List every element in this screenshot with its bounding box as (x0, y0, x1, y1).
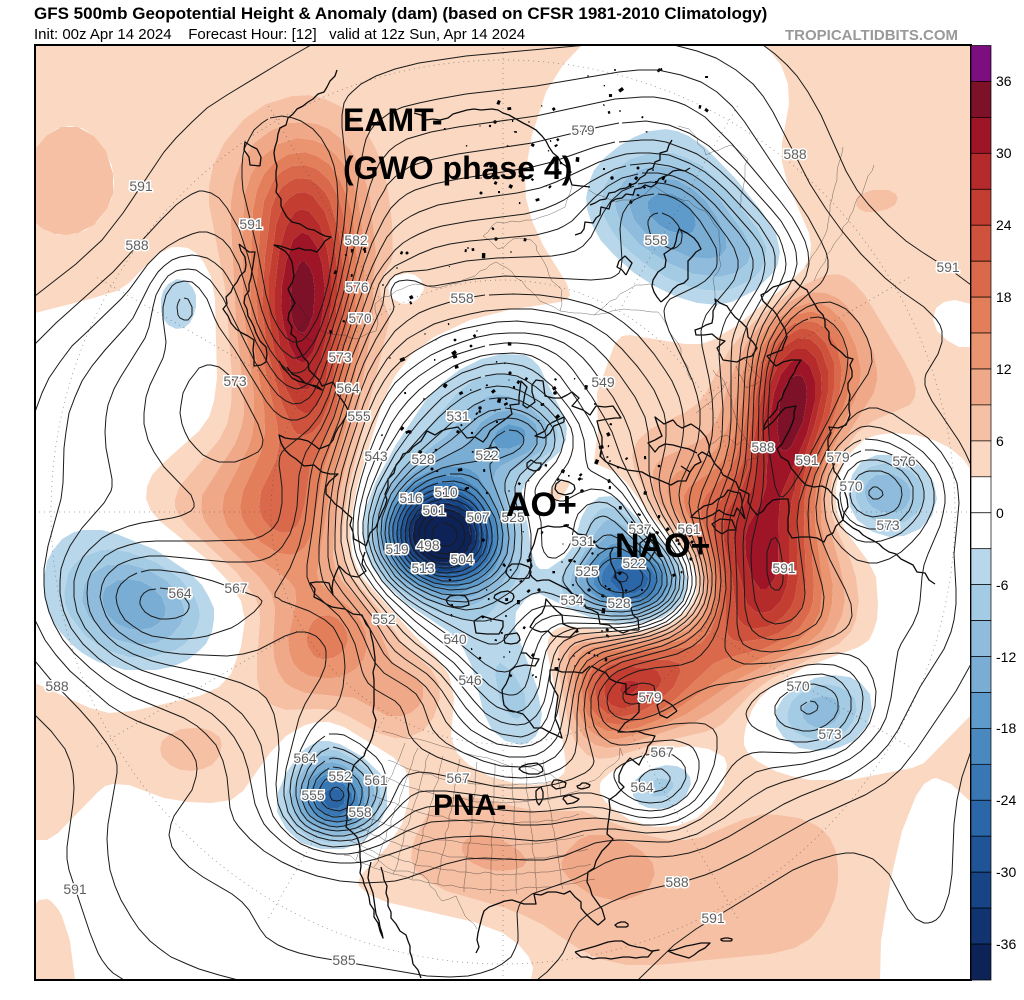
svg-text:573: 573 (328, 349, 352, 365)
svg-text:531: 531 (446, 408, 470, 424)
svg-text:-30: -30 (996, 864, 1016, 880)
svg-text:573: 573 (223, 373, 247, 389)
svg-text:-18: -18 (996, 720, 1016, 736)
svg-text:582: 582 (344, 232, 368, 248)
svg-text:531: 531 (571, 533, 595, 549)
svg-text:588: 588 (125, 237, 149, 253)
svg-text:528: 528 (607, 595, 631, 611)
svg-text:588: 588 (751, 439, 775, 455)
svg-text:591: 591 (936, 259, 960, 275)
svg-text:516: 516 (399, 490, 423, 506)
svg-text:570: 570 (839, 478, 863, 494)
svg-text:558: 558 (450, 290, 474, 306)
svg-text:588: 588 (45, 678, 69, 694)
svg-text:591: 591 (129, 178, 153, 194)
svg-text:552: 552 (372, 611, 396, 627)
svg-text:567: 567 (446, 770, 470, 786)
svg-text:567: 567 (650, 744, 674, 760)
svg-text:519: 519 (385, 541, 409, 557)
svg-text:-24: -24 (996, 792, 1016, 808)
svg-text:585: 585 (332, 952, 356, 968)
svg-text:537: 537 (628, 521, 652, 537)
svg-text:561: 561 (677, 521, 701, 537)
svg-text:-12: -12 (996, 649, 1016, 665)
svg-text:24: 24 (996, 217, 1012, 233)
svg-text:543: 543 (364, 448, 388, 464)
svg-text:588: 588 (665, 874, 689, 890)
svg-text:36: 36 (996, 73, 1012, 89)
svg-text:579: 579 (638, 689, 662, 705)
svg-text:564: 564 (630, 779, 654, 795)
svg-text:30: 30 (996, 145, 1012, 161)
svg-text:AO+: AO+ (506, 486, 577, 524)
svg-text:579: 579 (826, 449, 850, 465)
svg-text:567: 567 (224, 580, 248, 596)
svg-text:576: 576 (892, 453, 916, 469)
svg-text:540: 540 (443, 631, 467, 647)
svg-text:12: 12 (996, 361, 1012, 377)
svg-text:510: 510 (434, 484, 458, 500)
svg-text:591: 591 (701, 910, 725, 926)
svg-text:PNA-: PNA- (433, 789, 506, 822)
svg-text:576: 576 (345, 279, 369, 295)
svg-text:579: 579 (571, 122, 595, 138)
svg-text:507: 507 (466, 509, 490, 525)
svg-text:555: 555 (301, 787, 325, 803)
svg-text:525: 525 (501, 509, 525, 525)
svg-text:6: 6 (996, 433, 1004, 449)
svg-text:525: 525 (575, 563, 599, 579)
svg-text:591: 591 (795, 452, 819, 468)
svg-text:0: 0 (996, 505, 1004, 521)
svg-text:564: 564 (336, 380, 360, 396)
svg-text:546: 546 (458, 672, 482, 688)
svg-text:570: 570 (348, 310, 372, 326)
svg-text:528: 528 (411, 451, 435, 467)
svg-text:498: 498 (416, 537, 440, 553)
svg-text:EAMT-: EAMT- (343, 102, 443, 138)
svg-text:570: 570 (786, 678, 810, 694)
svg-text:561: 561 (364, 772, 388, 788)
svg-text:564: 564 (168, 585, 192, 601)
svg-text:588: 588 (783, 146, 807, 162)
svg-text:(GWO phase 4): (GWO phase 4) (343, 150, 572, 186)
svg-text:513: 513 (411, 560, 435, 576)
svg-text:591: 591 (63, 881, 87, 897)
svg-text:591: 591 (772, 560, 796, 576)
svg-text:591: 591 (239, 216, 263, 232)
svg-text:573: 573 (876, 517, 900, 533)
svg-text:18: 18 (996, 289, 1012, 305)
svg-text:558: 558 (644, 232, 668, 248)
svg-text:552: 552 (328, 768, 352, 784)
svg-text:-36: -36 (996, 936, 1016, 952)
svg-text:555: 555 (347, 408, 371, 424)
svg-text:522: 522 (622, 555, 646, 571)
svg-text:501: 501 (422, 502, 446, 518)
svg-text:504: 504 (450, 551, 474, 567)
svg-text:534: 534 (560, 592, 584, 608)
svg-text:-6: -6 (996, 577, 1009, 593)
svg-text:NAO+: NAO+ (615, 527, 710, 565)
svg-text:558: 558 (348, 804, 372, 820)
svg-text:522: 522 (475, 447, 499, 463)
svg-text:573: 573 (818, 726, 842, 742)
svg-text:564: 564 (293, 750, 317, 766)
svg-text:549: 549 (591, 374, 615, 390)
